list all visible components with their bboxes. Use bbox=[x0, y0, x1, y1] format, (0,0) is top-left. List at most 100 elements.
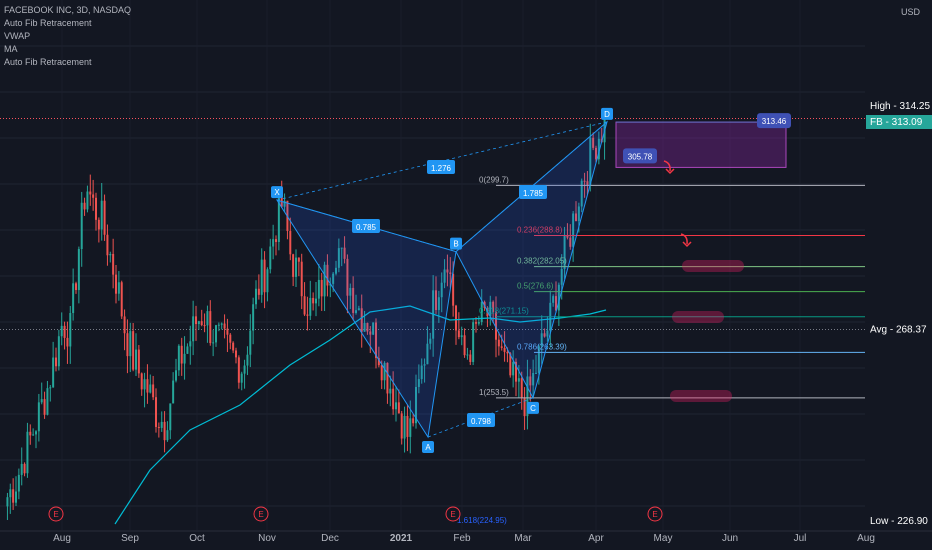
candle-body bbox=[183, 353, 186, 364]
pattern-ratio-badge bbox=[427, 160, 455, 174]
candle-body bbox=[455, 305, 457, 331]
candle-body bbox=[237, 357, 240, 383]
candle-body bbox=[317, 279, 320, 299]
candle-body bbox=[86, 191, 89, 210]
x-tick-label: Mar bbox=[514, 533, 532, 544]
candle-body bbox=[209, 311, 212, 344]
fib-level-label: 0.382(282.05) bbox=[517, 257, 567, 266]
pattern-ratio-line bbox=[276, 199, 457, 253]
candle-body bbox=[366, 322, 369, 332]
candle-body bbox=[77, 249, 80, 291]
candle-body bbox=[180, 345, 183, 364]
fib-level-label: 0.618(271.15) bbox=[479, 307, 529, 316]
candle-body bbox=[449, 272, 452, 274]
candle-body bbox=[343, 247, 346, 259]
indicator-label[interactable]: Auto Fib Retracement bbox=[4, 18, 92, 28]
indicator-label[interactable]: Auto Fib Retracement bbox=[4, 57, 92, 67]
fib-level-label: 1(253.5) bbox=[479, 388, 509, 397]
candle-body bbox=[369, 331, 372, 335]
candle-body bbox=[220, 323, 223, 325]
candle-body bbox=[386, 362, 389, 394]
price-marker-bg bbox=[866, 99, 932, 113]
candle-body bbox=[272, 239, 275, 247]
candle-body bbox=[446, 269, 449, 273]
pattern-point-badge bbox=[450, 237, 462, 250]
time-axis[interactable]: Aug Sep Oct Nov Dec 2021 Feb Mar Apr May Jun Jul Aug… bbox=[0, 530, 932, 550]
candle-body bbox=[463, 335, 466, 356]
candle-body bbox=[83, 202, 86, 210]
candle-body bbox=[212, 342, 215, 344]
candle-body bbox=[409, 418, 412, 437]
candle-body bbox=[157, 426, 160, 428]
x-tick-label: Dec bbox=[321, 533, 339, 544]
candle-body bbox=[43, 399, 46, 415]
indicator-label[interactable]: VWAP bbox=[4, 31, 31, 41]
candle-body bbox=[577, 206, 580, 222]
pattern-ratio-badge bbox=[352, 219, 380, 233]
candle-body bbox=[535, 372, 537, 374]
pattern-ratio-label: 0.785 bbox=[356, 223, 377, 232]
candle-body bbox=[52, 357, 55, 388]
candle-body bbox=[252, 304, 255, 331]
candle-body bbox=[417, 379, 420, 387]
candle-body bbox=[563, 235, 566, 270]
candle-body bbox=[146, 379, 149, 393]
earnings-marker bbox=[48, 506, 64, 522]
candle-body bbox=[340, 247, 343, 249]
candle-body bbox=[55, 357, 57, 367]
candle-body bbox=[266, 269, 269, 293]
candle-body bbox=[515, 361, 517, 382]
candle-body bbox=[35, 431, 37, 435]
candle-body bbox=[426, 343, 429, 365]
currency-label: USD bbox=[900, 7, 920, 17]
candle-body bbox=[597, 138, 600, 160]
candle-body bbox=[217, 324, 220, 326]
candle-body bbox=[460, 335, 463, 338]
candle-body bbox=[215, 325, 217, 343]
earnings-label: E bbox=[450, 510, 455, 519]
candle-body bbox=[466, 354, 469, 356]
x-tick-label: Sep bbox=[121, 533, 139, 544]
candle-body bbox=[263, 259, 266, 293]
candle-body bbox=[197, 321, 200, 325]
pattern-point-badge bbox=[422, 441, 434, 453]
x-tick-label: Oct bbox=[189, 533, 205, 544]
candle-body bbox=[552, 296, 555, 303]
fib-level-label: 0(299.7) bbox=[479, 175, 509, 184]
candle-body bbox=[240, 373, 243, 383]
x-tick-label: Feb bbox=[453, 533, 471, 544]
candle-body bbox=[15, 491, 17, 503]
candle-body bbox=[403, 415, 406, 439]
candle-body bbox=[37, 402, 40, 432]
x-tick-label: Nov bbox=[258, 533, 276, 544]
time-axis-bg bbox=[0, 531, 932, 550]
candle-body bbox=[166, 430, 169, 441]
candle-body bbox=[512, 361, 515, 376]
x-tick-label: Aug bbox=[857, 533, 875, 544]
red-arrow bbox=[680, 233, 688, 245]
pattern-ratio-label: 1.785 bbox=[523, 189, 544, 198]
candle-body bbox=[203, 325, 206, 327]
candle-body bbox=[372, 322, 375, 335]
pattern-ratio-label: 0.798 bbox=[471, 417, 492, 426]
candle-body bbox=[306, 314, 309, 316]
candle-body bbox=[420, 365, 423, 380]
pattern-point-badge bbox=[601, 107, 613, 120]
pattern-point-label: C bbox=[530, 404, 536, 413]
candle-body bbox=[143, 379, 146, 390]
candle-body bbox=[363, 322, 366, 332]
candle-body bbox=[206, 311, 209, 326]
indicator-label[interactable]: MA bbox=[4, 44, 18, 54]
candle-body bbox=[303, 296, 306, 315]
candle-body bbox=[589, 137, 592, 185]
candle-body bbox=[309, 297, 312, 316]
candle-body bbox=[63, 325, 66, 338]
pattern-ratio-label: 1.276 bbox=[431, 164, 452, 173]
price-axis[interactable]: 230.00240.00250.00260.00270.00280.00290.… bbox=[865, 0, 932, 550]
candle-body bbox=[186, 346, 189, 354]
candle-body bbox=[329, 283, 332, 286]
candle-body bbox=[503, 347, 506, 352]
